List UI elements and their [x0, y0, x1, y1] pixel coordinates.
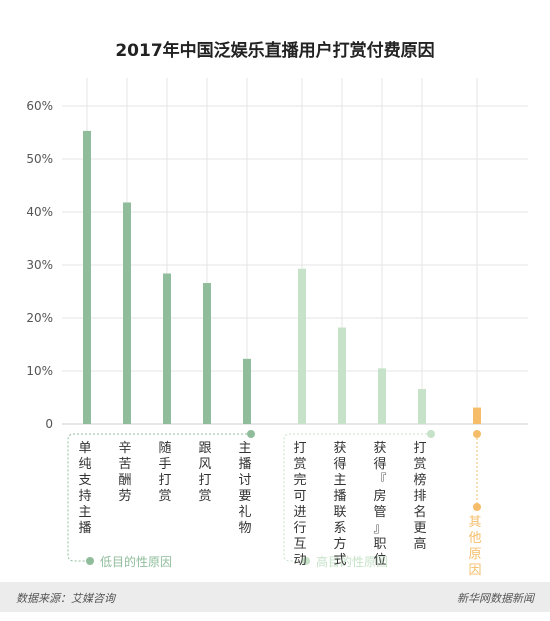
bar-chart: 0 10% 20% 30% 40% 50% 60% 低目的性原因 高目的性原因 单纯支持主播 辛苦酬…: [26, 78, 528, 578]
category-label: 跟风打赏: [198, 441, 211, 504]
data-source: 数据来源：艾媒咨询: [16, 592, 115, 605]
other-bottom-dot: [473, 503, 481, 511]
y-tick-label: 30%: [26, 258, 53, 272]
bar: [473, 407, 481, 424]
group-label: 低目的性原因: [100, 554, 172, 569]
bar: [123, 202, 131, 424]
bar: [203, 283, 211, 424]
category-label: 打赏完可进行互动: [293, 441, 306, 568]
bar: [338, 327, 346, 424]
group-bracket: [67, 433, 251, 562]
group-label: 高目的性原因: [316, 554, 388, 569]
group-bracket: [283, 433, 431, 562]
bar: [418, 389, 426, 424]
category-label: 获得『房管』职位: [373, 441, 386, 568]
y-tick-label: 40%: [26, 205, 53, 219]
bar: [243, 358, 251, 424]
chart-title: 2017年中国泛娱乐直播用户打赏付费原因: [115, 41, 435, 61]
category-label: 打赏榜排名更高: [413, 441, 426, 552]
bar: [83, 130, 91, 424]
brand-name: 新华网数据新闻: [457, 592, 534, 605]
bracket-label-dot: [302, 557, 310, 565]
y-tick-label: 50%: [26, 152, 53, 166]
category-label: 单纯支持主播: [78, 441, 91, 536]
y-tick-label: 10%: [26, 364, 53, 378]
category-label: 其他原因: [468, 515, 481, 578]
category-label: 主播讨要礼物: [238, 441, 251, 536]
other-top-dot: [473, 430, 481, 438]
y-tick-label: 60%: [26, 99, 53, 113]
bar: [163, 273, 171, 424]
category-label: 随手打赏: [158, 441, 171, 504]
bracket-label-dot: [86, 557, 94, 565]
category-label: 获得主播联系方式: [333, 441, 346, 568]
bracket-end-dot: [427, 430, 435, 438]
category-label: 辛苦酬劳: [118, 441, 131, 504]
y-tick-label: 0: [45, 417, 53, 431]
bar: [298, 268, 306, 424]
bracket-end-dot: [247, 430, 255, 438]
footer-bar: 数据来源：艾媒咨询 新华网数据新闻: [0, 582, 550, 612]
bar: [378, 368, 386, 424]
y-tick-label: 20%: [26, 311, 53, 325]
